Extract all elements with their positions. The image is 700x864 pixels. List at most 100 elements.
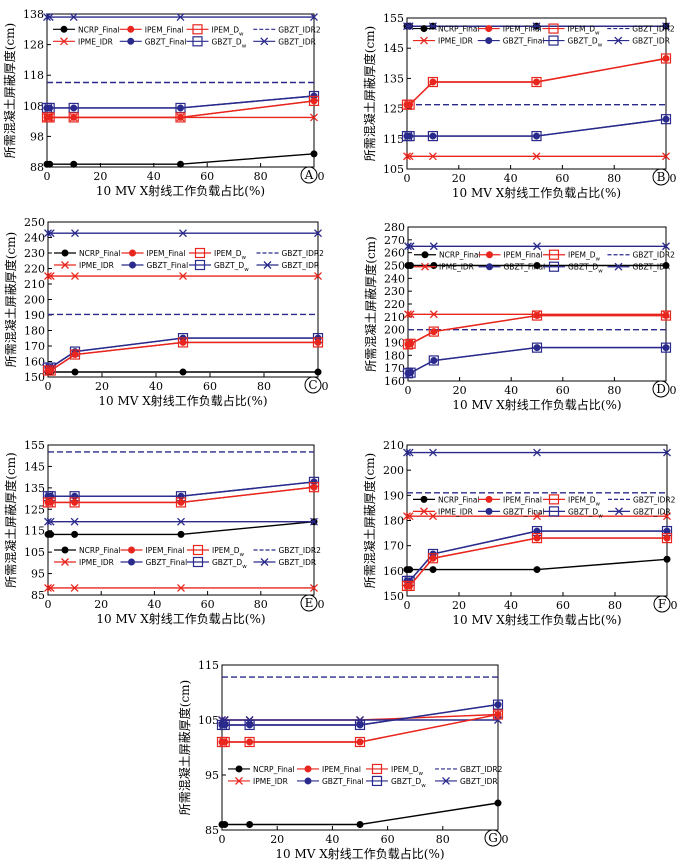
data-point xyxy=(403,512,411,521)
data-point xyxy=(312,337,324,348)
series-ipem-final xyxy=(44,338,322,374)
legend-label: GBZT_Final xyxy=(322,777,364,786)
data-point xyxy=(662,242,670,251)
data-point xyxy=(402,368,414,379)
data-point xyxy=(354,719,366,731)
series-line xyxy=(48,341,318,372)
legend: NCRP_Final IPEM_Final IPEM_Dw GBZT_IDR2 IPME… xyxy=(53,24,321,49)
series-line xyxy=(48,481,315,497)
data-point xyxy=(47,530,55,538)
panel-e: 020406080100859510511512513514515510 MV … xyxy=(3,439,325,626)
legend-marker xyxy=(371,763,383,775)
y-tick-label: 230 xyxy=(384,285,405,298)
y-tick-label: 125 xyxy=(383,103,404,116)
y-tick-label: 190 xyxy=(24,309,45,322)
legend-marker xyxy=(614,36,623,45)
data-point xyxy=(405,338,416,349)
data-point xyxy=(430,262,438,269)
x-tick-label: 40 xyxy=(504,384,518,397)
data-point xyxy=(402,339,414,350)
data-point xyxy=(531,310,543,321)
x-tick-label: 40 xyxy=(147,598,161,611)
series-ipme-idr xyxy=(44,583,318,592)
legend-marker xyxy=(421,262,429,271)
x-tick-label: 60 xyxy=(200,170,214,183)
panel-letter-circle xyxy=(300,594,318,612)
data-point xyxy=(429,310,438,319)
data-point xyxy=(179,229,187,238)
legend-label: IPEM_Dw xyxy=(212,546,244,558)
panel-a: 020406080100889810811812813810 MV X射线工作负… xyxy=(2,8,325,198)
panel-d: 0204060801001601701801902002102202302402… xyxy=(363,221,677,412)
data-point xyxy=(427,130,438,142)
x-tick-label: 20 xyxy=(95,380,109,393)
data-point xyxy=(70,517,79,526)
x-tick-label: 40 xyxy=(504,172,518,185)
legend-marker xyxy=(485,495,493,503)
y-tick-label: 180 xyxy=(24,325,45,338)
x-tick-label: 20 xyxy=(270,833,284,846)
y-tick-label: 270 xyxy=(384,234,405,247)
data-point xyxy=(429,242,438,251)
x-tick-label: 40 xyxy=(325,833,339,846)
series-gbzt-dw xyxy=(216,699,504,731)
y-axis-label: 所需混凝土屏蔽厚度(cm) xyxy=(177,680,192,815)
legend-marker xyxy=(60,25,68,33)
y-axis-label: 所需混凝土屏蔽厚度(cm) xyxy=(363,236,378,371)
data-point xyxy=(533,242,541,251)
x-tick-label: 40 xyxy=(147,170,161,183)
data-point xyxy=(533,512,541,521)
legend-label: GBZT_IDR2 xyxy=(460,765,503,774)
data-point xyxy=(427,76,438,88)
y-tick-label: 125 xyxy=(24,503,45,516)
data-point xyxy=(492,699,504,710)
legend-label: IPEM_Dw xyxy=(214,249,246,261)
legend-label: IPEM_Dw xyxy=(568,251,600,263)
series-gbzt-final xyxy=(218,701,502,729)
y-tick-label: 115 xyxy=(24,525,45,538)
legend-label: NCRP_Final xyxy=(79,546,121,555)
data-point xyxy=(71,368,79,376)
series-gbzt-dw xyxy=(402,342,672,379)
y-tick-label: 160 xyxy=(383,565,404,578)
y-axis-label: 所需混凝土屏蔽厚度(cm) xyxy=(3,232,18,367)
legend-label: IPEM_Final xyxy=(146,546,185,555)
data-point xyxy=(44,517,52,526)
series-ipme-idr xyxy=(44,272,322,281)
legend-label: GBZT_IDR2 xyxy=(633,495,676,504)
legend-marker xyxy=(61,546,69,554)
data-point xyxy=(356,821,364,828)
y-tick-label: 145 xyxy=(383,42,404,55)
y-tick-label: 160 xyxy=(24,356,45,369)
y-tick-label: 145 xyxy=(24,460,45,473)
legend-label: GBZT_Final xyxy=(147,261,189,270)
legend-label: NCRP_Final xyxy=(438,495,480,504)
y-tick-label: 280 xyxy=(384,221,405,234)
panel-letter: A xyxy=(304,168,314,182)
panel-letter-circle xyxy=(652,168,670,186)
x-tick-label: 20 xyxy=(94,598,108,611)
data-point xyxy=(244,719,255,731)
x-axis-label: 10 MV X射线工作负载占比(%) xyxy=(96,183,265,198)
data-point xyxy=(663,555,671,563)
legend-label: GBZT_IDR2 xyxy=(279,546,322,555)
series-gbzt-idr xyxy=(44,517,318,526)
series-gbzt-final xyxy=(404,344,670,377)
y-tick-label: 128 xyxy=(23,39,44,52)
x-tick-label: 60 xyxy=(381,833,395,846)
data-point xyxy=(179,272,187,281)
x-tick-label: 20 xyxy=(93,170,107,183)
x-tick-label: 80 xyxy=(608,599,622,612)
data-point xyxy=(44,229,52,238)
y-tick-label: 150 xyxy=(24,371,45,384)
data-point xyxy=(404,99,415,110)
y-tick-label: 250 xyxy=(384,260,405,273)
legend-marker xyxy=(128,558,135,566)
data-point xyxy=(660,53,672,64)
data-point xyxy=(427,553,439,564)
legend-marker xyxy=(615,507,623,516)
series-line xyxy=(407,346,666,374)
legend-marker xyxy=(548,249,560,260)
legend-marker xyxy=(420,36,428,45)
y-axis-label: 所需混凝土屏蔽厚度(cm) xyxy=(362,26,377,161)
